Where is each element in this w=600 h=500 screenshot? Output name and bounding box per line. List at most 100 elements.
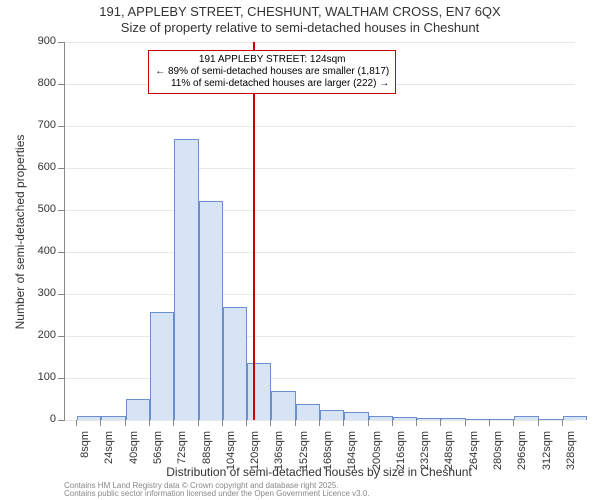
histogram-bar — [417, 418, 441, 420]
annotation-line: ← 89% of semi-detached houses are smalle… — [155, 66, 389, 78]
y-tick — [58, 168, 64, 169]
y-tick-label: 500 — [16, 203, 56, 215]
histogram-bar — [490, 419, 514, 420]
gridline — [65, 420, 575, 421]
x-tick-label: 24sqm — [103, 431, 115, 481]
histogram-bar — [563, 416, 587, 420]
property-marker-line — [253, 42, 255, 420]
x-tick-label: 152sqm — [298, 431, 310, 481]
y-tick-label: 900 — [16, 35, 56, 47]
histogram-bar — [126, 399, 150, 420]
histogram-bar — [369, 416, 393, 420]
chart-title-line1: 191, APPLEBY STREET, CHESHUNT, WALTHAM C… — [0, 4, 600, 19]
annotation-line: 191 APPLEBY STREET: 124sqm — [155, 54, 389, 66]
histogram-bar — [271, 391, 295, 420]
gridline — [65, 126, 575, 127]
y-tick-label: 700 — [16, 119, 56, 131]
x-tick-label: 120sqm — [249, 431, 261, 481]
gridline — [65, 42, 575, 43]
x-tick-label: 8sqm — [79, 431, 91, 481]
x-tick-label: 312sqm — [541, 431, 553, 481]
histogram-bar — [320, 410, 344, 421]
x-tick — [198, 420, 199, 426]
x-tick — [270, 420, 271, 426]
histogram-bar — [466, 419, 490, 420]
x-tick-label: 72sqm — [176, 431, 188, 481]
y-tick — [58, 126, 64, 127]
annotation-line: 11% of semi-detached houses are larger (… — [155, 78, 389, 90]
x-tick-label: 248sqm — [443, 431, 455, 481]
x-tick — [538, 420, 539, 426]
y-tick — [58, 420, 64, 421]
x-tick — [368, 420, 369, 426]
x-tick — [246, 420, 247, 426]
x-tick — [149, 420, 150, 426]
x-tick-label: 104sqm — [225, 431, 237, 481]
y-tick — [58, 42, 64, 43]
histogram-bar — [393, 417, 417, 420]
x-tick-label: 56sqm — [152, 431, 164, 481]
gridline — [65, 210, 575, 211]
y-tick-label: 100 — [16, 371, 56, 383]
x-tick-label: 264sqm — [468, 431, 480, 481]
x-tick — [343, 420, 344, 426]
chart-container: 191, APPLEBY STREET, CHESHUNT, WALTHAM C… — [0, 0, 600, 500]
histogram-bar — [101, 416, 125, 420]
x-tick-label: 280sqm — [492, 431, 504, 481]
y-tick — [58, 84, 64, 85]
x-tick-label: 88sqm — [201, 431, 213, 481]
gridline — [65, 252, 575, 253]
histogram-bar — [199, 201, 223, 420]
x-tick — [76, 420, 77, 426]
histogram-bar — [441, 418, 465, 420]
footer-line2: Contains public sector information licen… — [64, 490, 370, 498]
x-tick — [222, 420, 223, 426]
x-tick-label: 184sqm — [346, 431, 358, 481]
gridline — [65, 336, 575, 337]
x-tick — [440, 420, 441, 426]
x-tick — [319, 420, 320, 426]
y-axis-label: Number of semi-detached properties — [13, 122, 27, 342]
y-tick-label: 600 — [16, 161, 56, 173]
x-tick-label: 168sqm — [322, 431, 334, 481]
histogram-bar — [514, 416, 538, 420]
footer-attribution: Contains HM Land Registry data © Crown c… — [64, 482, 370, 498]
plot-area: 191 APPLEBY STREET: 124sqm← 89% of semi-… — [64, 42, 575, 421]
x-tick — [562, 420, 563, 426]
x-tick — [416, 420, 417, 426]
histogram-bar — [150, 312, 174, 420]
x-tick — [392, 420, 393, 426]
x-tick — [125, 420, 126, 426]
y-tick-label: 0 — [16, 413, 56, 425]
x-tick — [173, 420, 174, 426]
x-tick-label: 200sqm — [371, 431, 383, 481]
y-tick — [58, 294, 64, 295]
gridline — [65, 294, 575, 295]
x-tick — [489, 420, 490, 426]
histogram-bar — [296, 404, 320, 420]
y-tick-label: 200 — [16, 329, 56, 341]
y-tick — [58, 378, 64, 379]
x-tick-label: 216sqm — [395, 431, 407, 481]
x-tick — [295, 420, 296, 426]
histogram-bar — [77, 416, 101, 420]
x-tick-label: 328sqm — [565, 431, 577, 481]
y-tick — [58, 336, 64, 337]
chart-title-line2: Size of property relative to semi-detach… — [0, 20, 600, 35]
y-tick — [58, 210, 64, 211]
y-tick-label: 400 — [16, 245, 56, 257]
y-tick-label: 300 — [16, 287, 56, 299]
x-tick — [465, 420, 466, 426]
x-tick-label: 40sqm — [128, 431, 140, 481]
x-tick-label: 232sqm — [419, 431, 431, 481]
histogram-bar — [344, 412, 368, 420]
histogram-bar — [539, 419, 563, 420]
gridline — [65, 168, 575, 169]
x-tick — [513, 420, 514, 426]
x-tick — [100, 420, 101, 426]
y-tick — [58, 252, 64, 253]
x-tick-label: 296sqm — [516, 431, 528, 481]
x-tick-label: 136sqm — [273, 431, 285, 481]
annotation-box: 191 APPLEBY STREET: 124sqm← 89% of semi-… — [148, 50, 396, 94]
gridline — [65, 378, 575, 379]
